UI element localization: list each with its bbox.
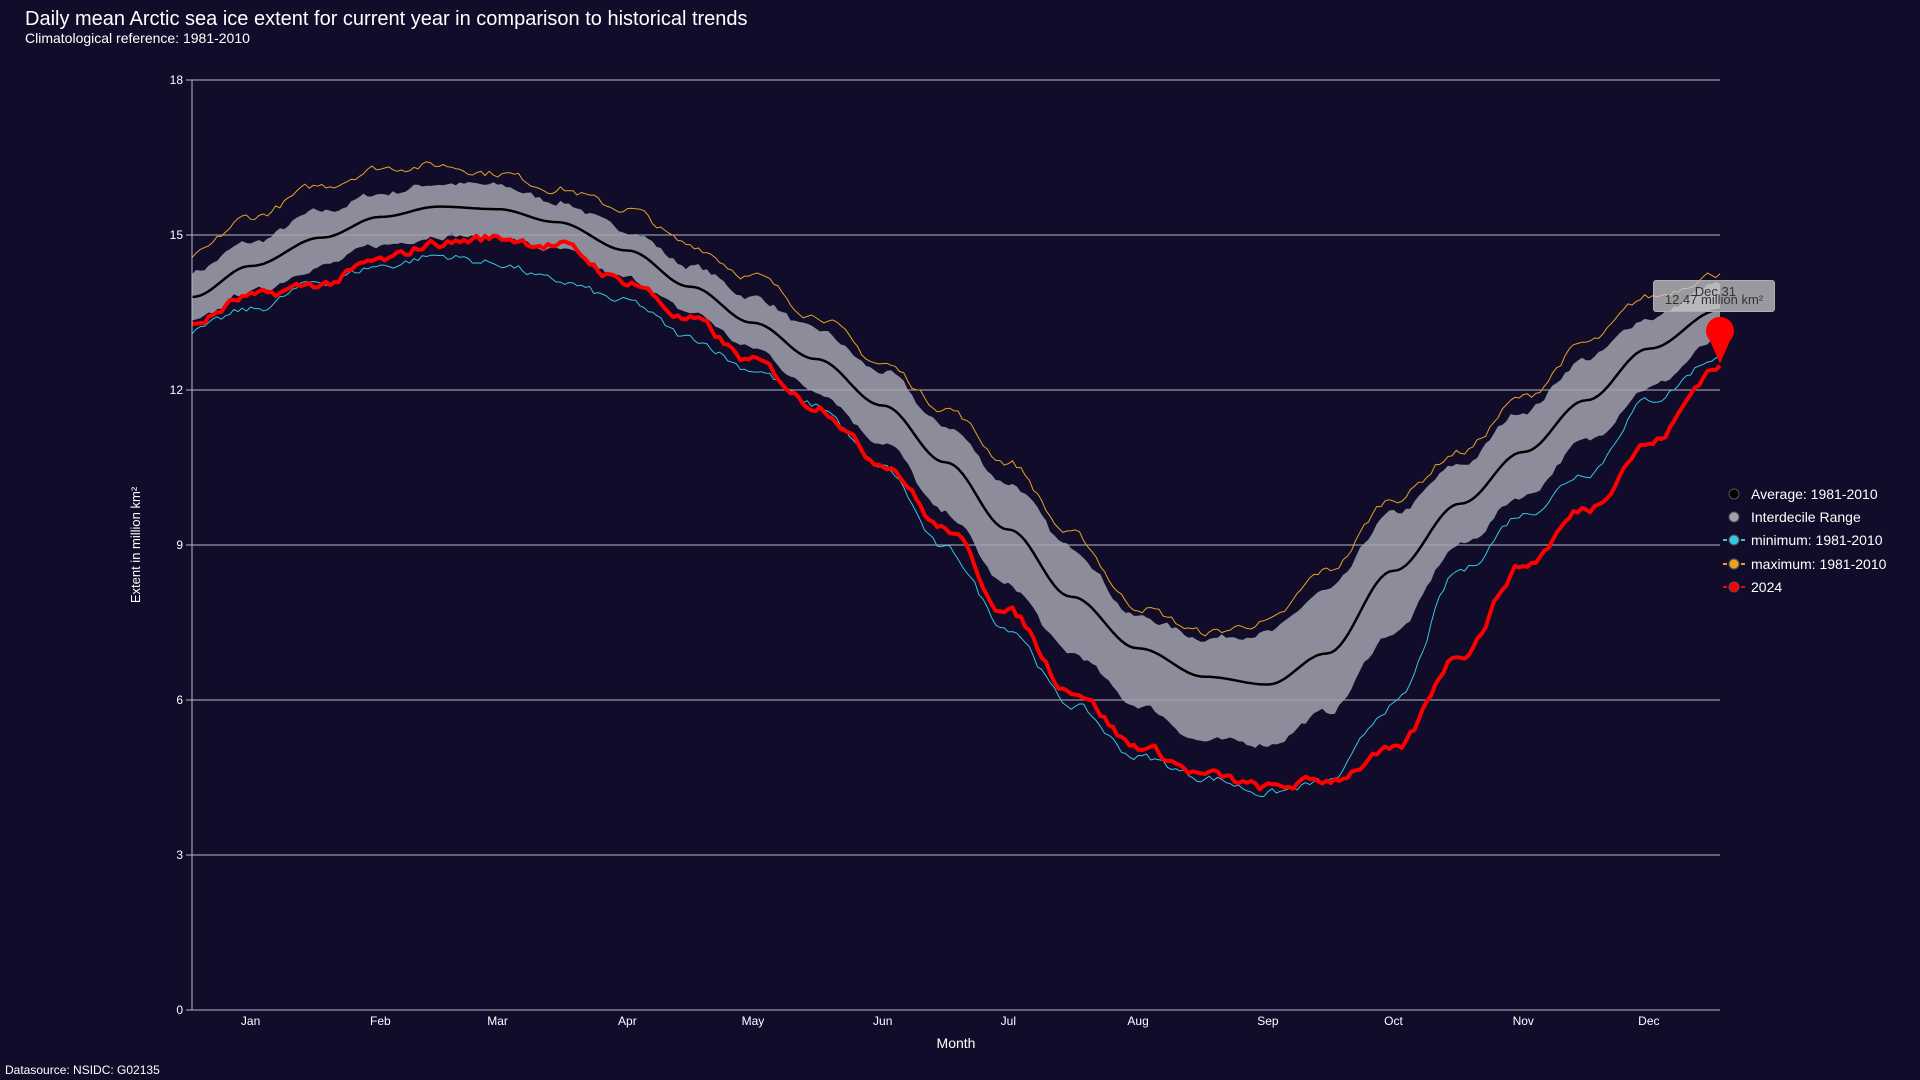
legend-symbol-current [1723,581,1745,593]
data-source: Datasource: NSIDC: G02135 [5,1063,160,1077]
x-tick-label: Jan [241,1014,260,1028]
x-tick-label: Dec [1638,1014,1659,1028]
legend-item-current[interactable]: 2024 [1723,575,1886,598]
y-tick-label: 12 [170,383,184,397]
x-tick-label: Mar [487,1014,508,1028]
legend-item-maximum[interactable]: maximum: 1981-2010 [1723,552,1886,575]
legend-label: maximum: 1981-2010 [1751,555,1887,572]
data-tooltip: Dec 31 12.47 million km² [1653,280,1775,312]
legend-label: minimum: 1981-2010 [1751,532,1883,549]
x-tick-label: Apr [618,1014,637,1028]
chart-title: Daily mean Arctic sea ice extent for cur… [25,8,748,30]
x-tick-label: Aug [1127,1014,1148,1028]
current-value-marker [1706,316,1734,364]
series-2024 [191,233,1722,792]
grid-lines [192,79,1720,856]
legend-label: Interdecile Range [1751,508,1861,525]
x-axis-title: Month [937,1035,976,1051]
x-tick-label: Nov [1513,1014,1534,1028]
legend-symbol-maximum [1723,558,1745,570]
chart-legend: Average: 1981-2010 Interdecile Range minim… [1723,482,1886,598]
y-axis-title: Extent in million km² [128,486,143,603]
x-tick-label: Jun [873,1014,892,1028]
legend-label: Average: 1981-2010 [1751,485,1878,502]
series-layer [191,161,1722,798]
legend-symbol-minimum [1723,534,1745,546]
series-maximum [191,161,1721,637]
x-tick-label: Sep [1257,1014,1279,1028]
legend-label: 2024 [1751,578,1783,595]
interdecile-band [192,182,1720,748]
legend-symbol-average [1728,488,1740,500]
y-tick-label: 9 [176,538,183,552]
x-tick-label: Jul [1001,1014,1016,1028]
y-tick-label: 15 [170,228,184,242]
y-tick-label: 0 [176,1003,183,1017]
chart-subtitle: Climatological reference: 1981-2010 [25,30,250,46]
tooltip-value: 12.47 million km² [1664,292,1764,307]
x-tick-label: May [742,1014,765,1028]
x-tick-label: Feb [370,1014,391,1028]
legend-item-average[interactable]: Average: 1981-2010 [1723,482,1886,505]
y-tick-label: 6 [176,693,183,707]
series-minimum [191,254,1721,798]
y-tick-label: 18 [170,73,184,87]
legend-item-minimum[interactable]: minimum: 1981-2010 [1723,529,1886,552]
legend-symbol-band [1728,511,1740,523]
tooltip-date: Dec 31 [1694,284,1736,299]
y-tick-label: 3 [176,848,183,862]
x-tick-label: Oct [1384,1014,1403,1028]
legend-item-band[interactable]: Interdecile Range [1723,505,1886,528]
axes: 0 3 6 9 12 15 18 Jan Feb Mar Apr May Jun Jul Aug Sep Oct… [128,73,1720,1051]
series-average [191,205,1721,686]
marker-layer [1706,316,1734,364]
